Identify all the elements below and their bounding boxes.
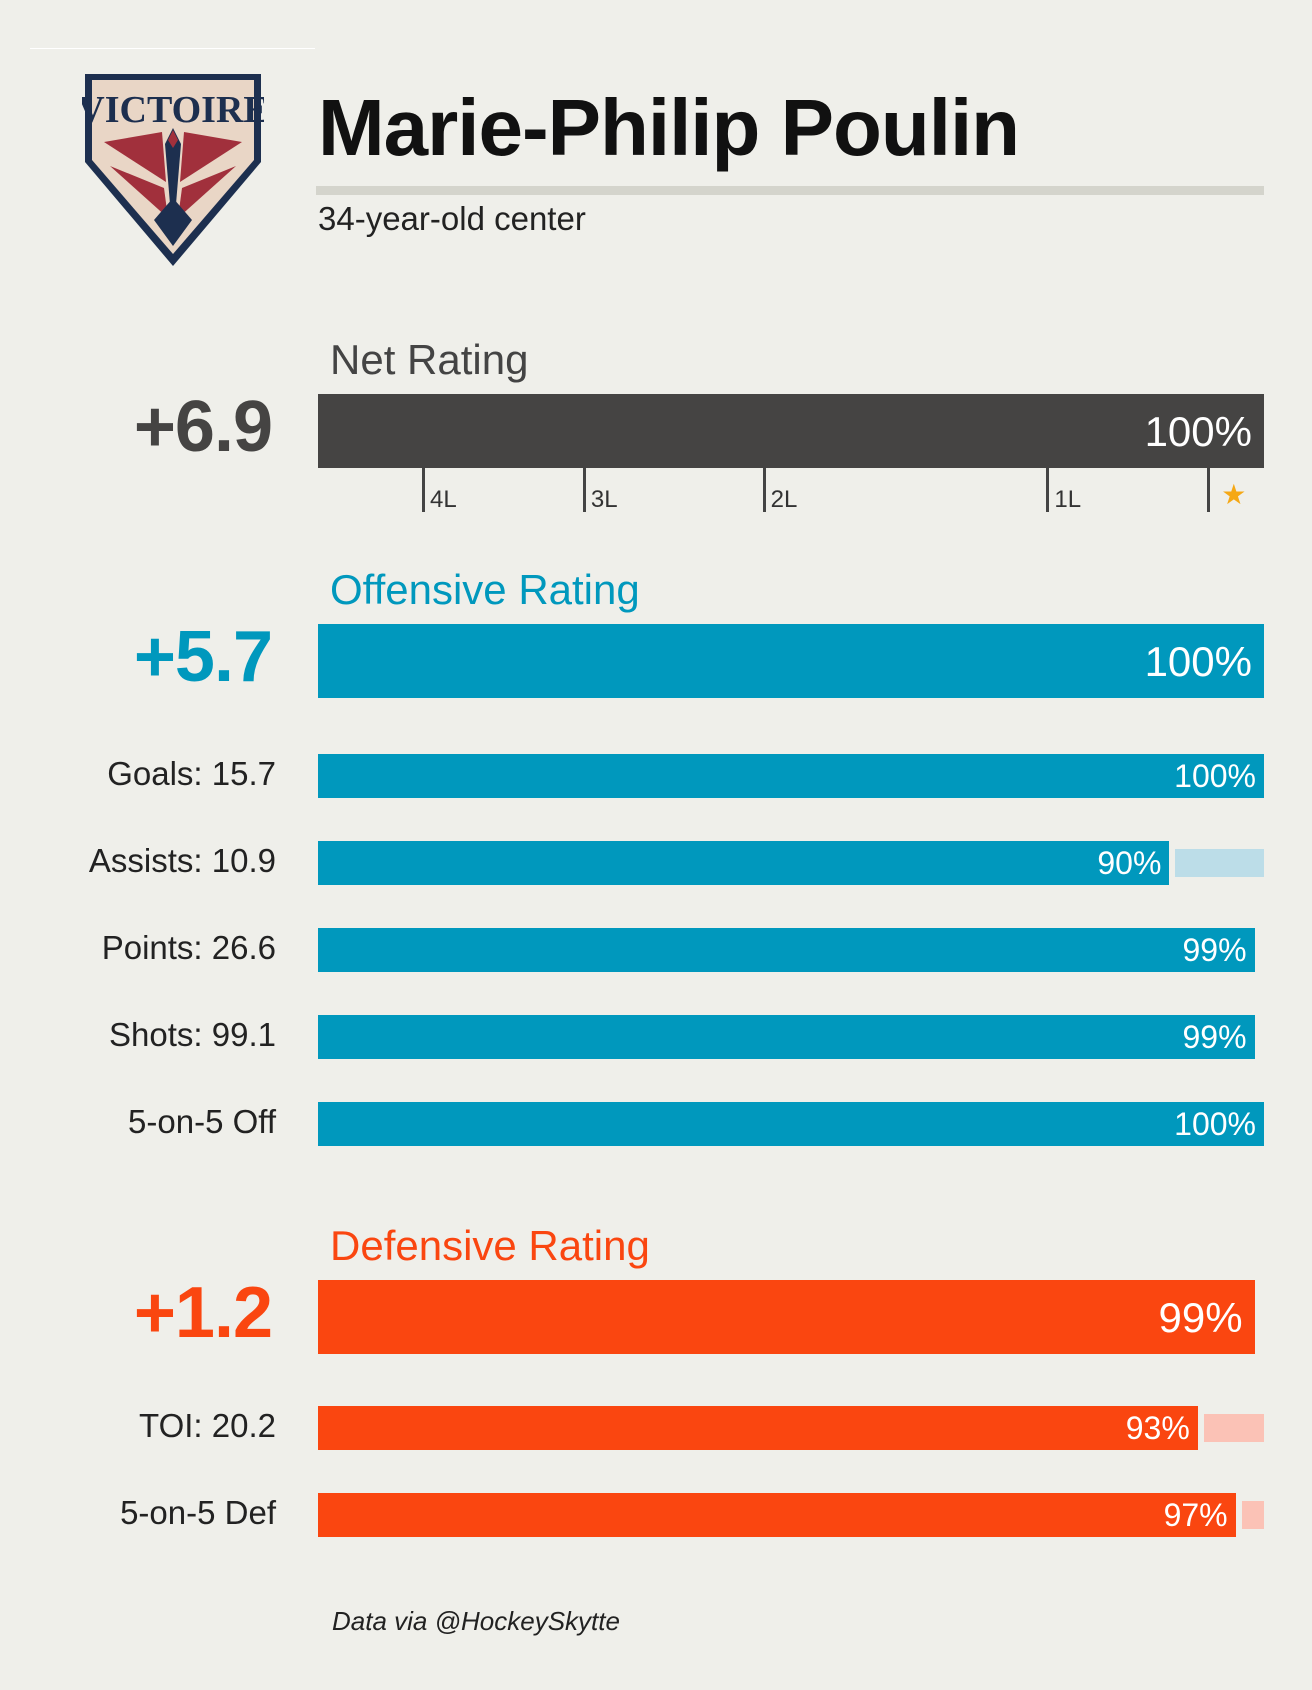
component-label: TOI: 20.2 bbox=[139, 1407, 276, 1444]
component-label: Shots: 99.1 bbox=[109, 1016, 276, 1053]
marker-tick bbox=[1046, 468, 1050, 512]
component-percentile: 99% bbox=[1182, 932, 1247, 968]
victoire-logo: VICTOIRE bbox=[82, 74, 264, 266]
component-bar bbox=[318, 841, 1170, 885]
marker-label: 1L bbox=[1054, 486, 1082, 513]
title-rule bbox=[316, 186, 1264, 195]
net-rating-percentile: 100% bbox=[1144, 408, 1252, 455]
component-bar bbox=[318, 1102, 1264, 1146]
offensive-rating-percentile: 100% bbox=[1144, 638, 1252, 685]
marker-tick bbox=[582, 468, 586, 512]
component-label: 5-on-5 Def bbox=[120, 1494, 276, 1531]
component-label: Assists: 10.9 bbox=[88, 842, 276, 879]
component-range-bar bbox=[1241, 1501, 1264, 1529]
offensive-rating-title: Offensive Rating bbox=[330, 566, 640, 613]
marker-label: 2L bbox=[770, 486, 798, 513]
player-name: Marie-Philip Poulin bbox=[318, 83, 1020, 172]
component-label: Points: 26.6 bbox=[101, 929, 276, 966]
marker-tick bbox=[762, 468, 766, 512]
data-source: Data via @HockeySkytte bbox=[332, 1606, 620, 1636]
component-percentile: 93% bbox=[1125, 1410, 1190, 1446]
logo-wordmark: VICTOIRE bbox=[82, 89, 264, 131]
component-percentile: 99% bbox=[1182, 1019, 1247, 1055]
defensive-rating-bar bbox=[318, 1280, 1255, 1354]
component-percentile: 90% bbox=[1097, 845, 1162, 881]
top-divider bbox=[30, 48, 315, 49]
offensive-rating-value: +5.7 bbox=[133, 617, 273, 697]
component-percentile: 100% bbox=[1174, 758, 1256, 794]
defensive-rating-percentile: 99% bbox=[1158, 1294, 1243, 1341]
component-bar bbox=[318, 754, 1264, 798]
net-rating-value: +6.9 bbox=[133, 387, 273, 467]
net-rating-title: Net Rating bbox=[330, 336, 529, 383]
component-percentile: 97% bbox=[1163, 1497, 1228, 1533]
marker-tick bbox=[422, 468, 426, 512]
marker-tick bbox=[1207, 468, 1211, 512]
component-label: 5-on-5 Off bbox=[128, 1103, 276, 1140]
defensive-rating-title: Defensive Rating bbox=[330, 1222, 650, 1269]
component-range-bar bbox=[1175, 849, 1264, 877]
offensive-rating-bar bbox=[318, 624, 1264, 698]
component-label: Goals: 15.7 bbox=[107, 755, 276, 792]
marker-label: 3L bbox=[590, 486, 618, 513]
component-bar bbox=[318, 928, 1255, 972]
player-subtitle: 34-year-old center bbox=[318, 200, 586, 237]
component-bar bbox=[318, 1493, 1236, 1537]
defensive-rating-value: +1.2 bbox=[133, 1273, 273, 1353]
component-bar bbox=[318, 1406, 1198, 1450]
component-range-bar bbox=[1203, 1414, 1264, 1442]
marker-label: 4L bbox=[430, 486, 457, 513]
component-bar bbox=[318, 1015, 1255, 1059]
star-icon: ★ bbox=[1221, 479, 1247, 510]
component-percentile: 100% bbox=[1174, 1106, 1256, 1142]
net-rating-bar bbox=[318, 394, 1264, 468]
